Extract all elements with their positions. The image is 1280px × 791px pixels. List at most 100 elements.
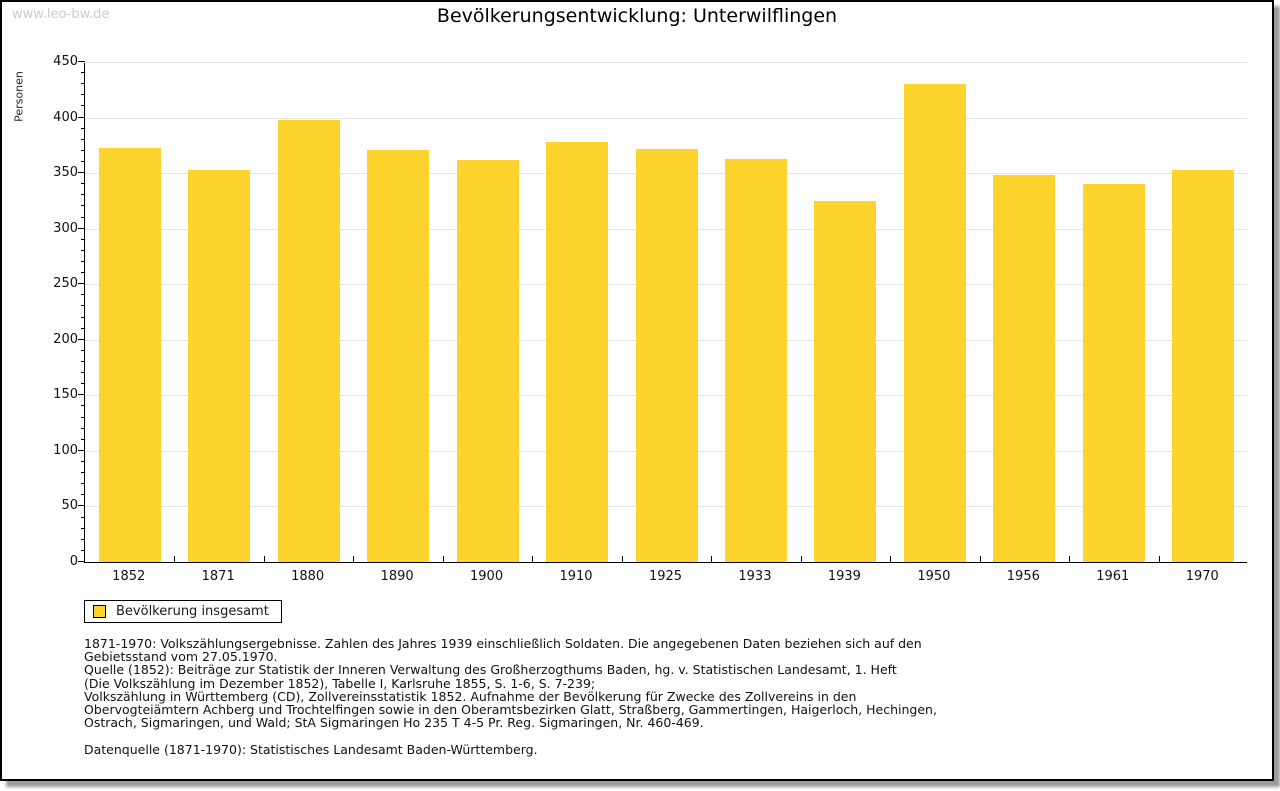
y-axis-tick (78, 283, 85, 285)
y-axis-tick (78, 505, 85, 507)
y-axis-tick (81, 538, 85, 540)
y-axis-tick (81, 305, 85, 307)
bar-1939 (814, 200, 877, 562)
y-axis-tick (78, 172, 85, 174)
x-axis-tick (711, 556, 713, 562)
bar-1880 (277, 119, 340, 562)
y-axis-tick-label: 0 (69, 554, 78, 569)
y-axis-tick (81, 249, 85, 251)
y-axis-tick-label: 400 (53, 109, 78, 125)
y-axis-tick (81, 349, 85, 351)
y-axis-tick-label: 100 (53, 442, 78, 458)
y-axis-tick (81, 261, 85, 262)
y-axis-tick (78, 561, 85, 562)
x-axis-tick (979, 556, 981, 562)
y-axis-tick (81, 427, 85, 429)
legend-swatch-icon (93, 605, 106, 618)
footnote-line: (Die Volkszählung im Dezember 1852), Tab… (84, 675, 596, 691)
y-axis-tick (81, 327, 85, 329)
x-axis-tick (263, 556, 265, 562)
x-axis-label-1880: 1880 (291, 569, 325, 584)
y-axis-tick (81, 72, 85, 74)
x-axis-tick (442, 556, 444, 562)
y-axis-tick (81, 372, 85, 374)
y-axis-tick (81, 183, 85, 185)
y-axis-tick (81, 416, 85, 418)
bar-1890 (367, 149, 430, 562)
y-axis-tick (78, 394, 85, 396)
y-axis-tick (81, 527, 85, 529)
y-axis-tick (81, 138, 85, 140)
bar-1900 (456, 159, 519, 562)
gridline (85, 62, 1247, 63)
x-axis-tick (353, 556, 355, 562)
x-axis-tick (621, 556, 623, 562)
y-axis-tick-label: 300 (53, 220, 78, 236)
footnote-line: Ostrach, Sigmaringen, und Wald; StA Sigm… (84, 715, 704, 731)
x-axis-label-1961: 1961 (1096, 569, 1130, 584)
y-axis-tick (81, 438, 85, 440)
y-axis-tick-label: 250 (53, 276, 78, 292)
bar-1950 (903, 84, 966, 562)
x-axis-label-1970: 1970 (1185, 569, 1219, 584)
y-axis-tick-label: 50 (61, 498, 78, 514)
x-axis-label-1871: 1871 (201, 569, 235, 584)
legend-label: Bevölkerung insgesamt (116, 604, 269, 619)
y-axis-tick (81, 216, 85, 218)
y-axis-tick (81, 549, 85, 551)
x-axis-label-1933: 1933 (738, 569, 772, 584)
x-axis-label-1910: 1910 (559, 569, 593, 584)
footnote-line: Quelle (1852): Beiträge zur Statistik de… (84, 662, 897, 678)
y-axis-tick (81, 361, 85, 362)
x-axis-tick (800, 556, 802, 562)
y-axis-tick (78, 61, 85, 62)
y-axis-tick (78, 116, 85, 118)
y-axis-tick-label: 450 (53, 54, 78, 69)
x-axis-tick (532, 556, 534, 562)
watermark-url: www.leo-bw.de (12, 7, 110, 22)
bar-1970 (1172, 169, 1235, 562)
footnote-line: Gebietsstand vom 27.05.1970. (84, 649, 278, 665)
y-axis-tick (81, 405, 85, 407)
y-axis-tick (81, 272, 85, 274)
bar-1933 (724, 158, 787, 562)
plot-area: 0 50 100 150 200 250 300 350 400 450 (53, 55, 1247, 569)
page-title: Bevölkerungsentwicklung: Unterwilflingen (436, 5, 838, 27)
y-axis-tick (81, 238, 85, 240)
y-axis-tick (81, 461, 85, 462)
bar-1925 (635, 148, 698, 562)
y-axis-tick (81, 94, 85, 96)
y-axis-tick (81, 83, 85, 85)
datasource-line: Datenquelle (1871-1970): Statistisches L… (84, 742, 538, 758)
y-axis-tick (81, 516, 85, 518)
y-axis-title: Personen (12, 71, 26, 122)
y-axis-tick (81, 483, 85, 485)
x-axis-tick (1069, 556, 1071, 562)
y-axis-tick (78, 449, 85, 451)
bar-1910 (546, 142, 609, 562)
y-axis-tick (81, 127, 85, 129)
y-axis-tick-label: 150 (53, 387, 78, 403)
bar-1956 (993, 175, 1056, 562)
x-axis-label-1900: 1900 (470, 569, 504, 584)
y-axis-tick (81, 316, 85, 318)
x-axis-label-1956: 1956 (1006, 569, 1040, 584)
y-axis-tick (81, 149, 85, 151)
bar-1871 (188, 169, 251, 562)
gridline (85, 117, 1247, 119)
y-axis-tick (81, 383, 85, 385)
footnote-line: 1871-1970: Volkszählungsergebnisse. Zahl… (84, 636, 922, 651)
y-axis-tick (81, 472, 85, 474)
y-axis-tick (78, 338, 85, 340)
bar-1852 (98, 147, 161, 562)
y-axis-tick-label: 350 (53, 165, 78, 181)
y-axis-tick (81, 105, 85, 107)
footnotes-block: 1871-1970: Volkszählungsergebnisse. Zahl… (84, 637, 1242, 757)
y-axis-tick (78, 227, 85, 229)
footnote-line: Volkszählung in Württemberg (CD), Zollve… (84, 688, 857, 704)
y-axis-tick (81, 205, 85, 207)
x-axis-label-1925: 1925 (648, 569, 683, 584)
y-axis-tick (81, 294, 85, 296)
y-axis-tick (81, 161, 85, 162)
